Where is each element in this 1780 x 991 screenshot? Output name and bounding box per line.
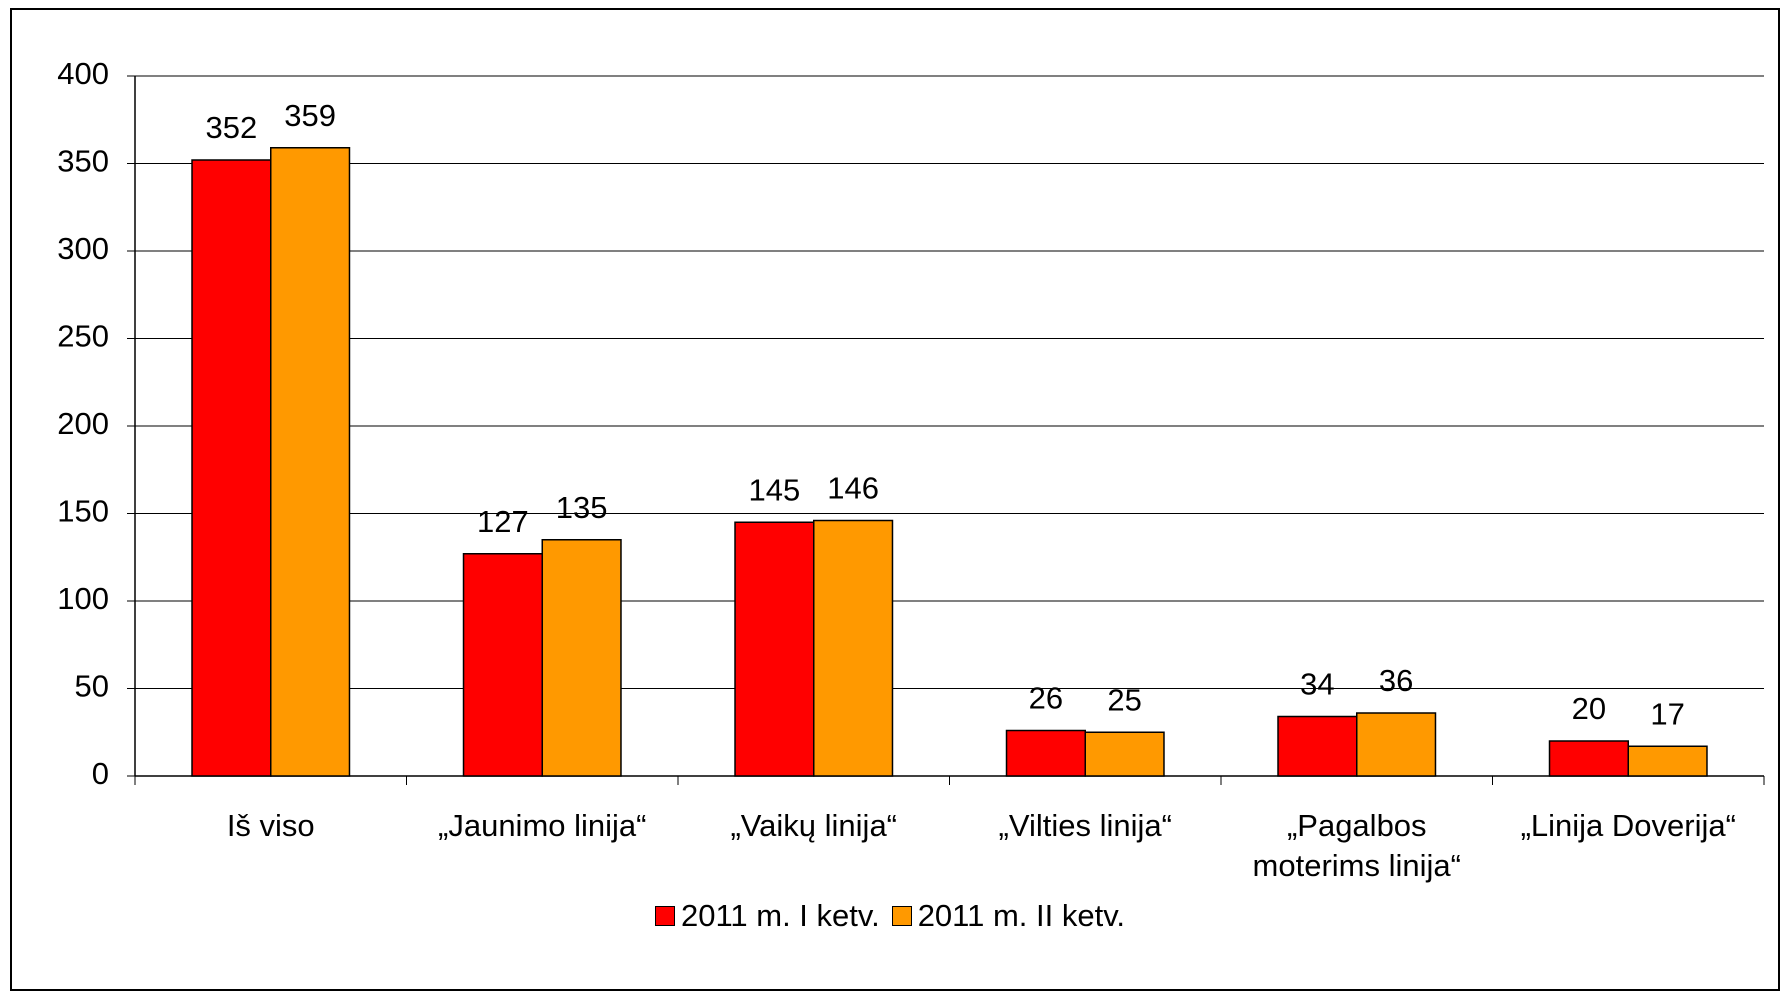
bar <box>1627 745 1708 777</box>
y-tick-label: 200 <box>57 406 109 441</box>
legend-label: 2011 m. I ketv. <box>680 898 880 933</box>
y-tick-label: 250 <box>57 319 109 354</box>
data-label: 352 <box>206 110 258 145</box>
y-tick-label: 50 <box>75 669 109 704</box>
data-label: 26 <box>1029 681 1063 716</box>
x-tick-label: „Vilties linija“ <box>998 808 1172 843</box>
data-label: 36 <box>1379 663 1413 698</box>
legend-item: 2011 m. II ketv. <box>891 898 1126 934</box>
bar <box>541 539 622 777</box>
chart-border <box>10 8 1780 991</box>
data-label: 359 <box>284 98 336 133</box>
y-tick-label: 100 <box>57 581 109 616</box>
x-tick-label: „Linija Doverija“ <box>1520 808 1736 843</box>
bar <box>191 159 272 777</box>
y-tick-label: 150 <box>57 494 109 529</box>
bar <box>813 519 894 777</box>
x-tick-label: „Jaunimo linija“ <box>438 808 647 843</box>
data-label: 127 <box>477 504 529 539</box>
bar <box>734 521 815 777</box>
bar <box>1356 712 1437 777</box>
x-tick-label: „Vaikų linija“ <box>730 808 898 843</box>
data-label: 135 <box>556 490 608 525</box>
y-tick-label: 350 <box>57 144 109 179</box>
bar <box>462 553 544 777</box>
bar <box>1548 740 1630 777</box>
y-tick-label: 300 <box>57 231 109 266</box>
bar <box>1005 729 1087 777</box>
data-label: 20 <box>1572 691 1606 726</box>
legend: 2011 m. I ketv. 2011 m. II ketv. <box>0 898 1780 934</box>
data-label: 17 <box>1650 696 1684 731</box>
bar <box>1084 731 1165 777</box>
legend-swatch <box>654 906 675 926</box>
data-label: 25 <box>1107 682 1141 717</box>
bar <box>270 147 351 777</box>
legend-item: 2011 m. I ketv. <box>654 898 880 934</box>
data-label: 146 <box>827 471 879 506</box>
data-label: 145 <box>749 472 801 507</box>
legend-label: 2011 m. II ketv. <box>917 898 1126 933</box>
y-tick-label: 0 <box>92 756 109 791</box>
bar <box>1277 715 1358 777</box>
x-tick-label: Iš viso <box>226 808 315 843</box>
data-label: 34 <box>1300 667 1334 702</box>
x-tick-label: „Pagalbos moterims linija“ <box>1252 808 1461 883</box>
y-tick-label: 400 <box>57 56 109 91</box>
legend-swatch <box>891 906 912 926</box>
